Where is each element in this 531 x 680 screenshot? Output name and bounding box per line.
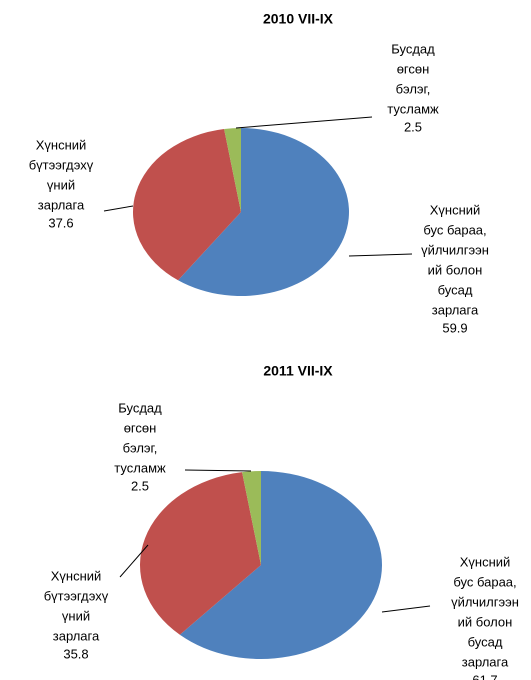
- value-label: 59.9: [442, 320, 467, 335]
- slice-label: бус бараа,: [423, 222, 486, 237]
- value-label: 2.5: [404, 119, 422, 134]
- slice-label: Бусдад: [118, 400, 162, 415]
- slice-label: ий болон: [428, 262, 483, 277]
- slice-label: зарлага: [432, 302, 479, 317]
- slice-label: зарлага: [38, 197, 85, 212]
- slice-label: бэлэг,: [123, 440, 158, 455]
- pie-slice: [242, 471, 261, 565]
- slice-label: Хүнсний: [51, 568, 102, 583]
- slice-label: бусад: [438, 282, 473, 297]
- slice-label: бүтээгдэхү: [44, 588, 109, 603]
- slice-label: зарлага: [53, 628, 100, 643]
- value-label: 61.7: [472, 672, 497, 680]
- leader-line: [103, 205, 134, 212]
- pie-slice: [179, 471, 382, 659]
- slice-label: үний: [62, 608, 90, 623]
- slice-label: зарлага: [462, 654, 509, 669]
- slice-label: Хүнсний: [430, 202, 481, 217]
- leader-line: [184, 469, 252, 472]
- leader-line: [348, 253, 413, 257]
- slice-label: үйлчилгээн: [421, 242, 489, 257]
- slice-label: Хүнсний: [460, 554, 511, 569]
- slice-label: тусламж: [387, 101, 439, 116]
- pie-slice: [133, 129, 241, 281]
- leader-line: [235, 116, 373, 129]
- slice-label: бэлэг,: [396, 81, 431, 96]
- slice-label: үний: [47, 177, 75, 192]
- value-label: 35.8: [63, 646, 88, 661]
- slice-label: Бусдад: [391, 41, 435, 56]
- slice-label: ий болон: [458, 614, 513, 629]
- chart-title: 2011 VII-IX: [263, 363, 333, 379]
- leader-line: [381, 605, 431, 613]
- slice-label: бүтээгдэхү: [29, 157, 94, 172]
- value-label: 2.5: [131, 478, 149, 493]
- slice-label: тусламж: [114, 460, 166, 475]
- slice-label: үйлчилгээн: [451, 594, 519, 609]
- pie-slice: [224, 128, 241, 212]
- slice-label: өгсөн: [397, 61, 430, 76]
- slice-label: өгсөн: [124, 420, 157, 435]
- slice-label: бусад: [468, 634, 503, 649]
- value-label: 37.6: [48, 215, 73, 230]
- pie-slice: [178, 128, 349, 296]
- chart-title: 2010 VII-IX: [263, 11, 334, 27]
- leader-line: [119, 544, 149, 578]
- slice-label: бус бараа,: [453, 574, 516, 589]
- pie-slice: [139, 472, 261, 635]
- slice-label: Хүнсний: [36, 137, 87, 152]
